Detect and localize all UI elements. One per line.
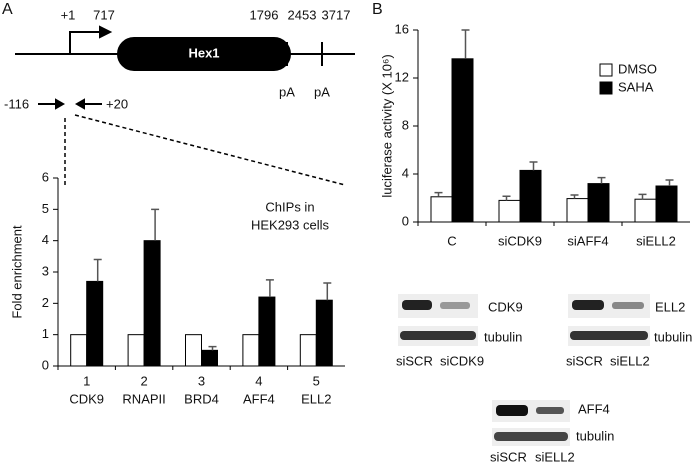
polya-label: pA [279,84,295,99]
category-number: 4 [255,373,262,388]
blot-images [398,294,650,446]
bar [430,196,453,223]
lane-label: siSCR [396,353,433,368]
error-bar [502,195,511,201]
bar [143,240,161,367]
panel-label: B [372,1,383,18]
error-bar [529,161,538,171]
bar [258,296,276,367]
bar [498,199,521,223]
y-tick-label: 2 [42,295,49,310]
bar [127,334,145,367]
band-label: tubulin [484,329,522,344]
x-tick-label: siCDK9 [498,233,542,248]
primer-label: -116 [4,96,29,111]
bar [634,198,657,223]
band-label: AFF4 [578,401,610,416]
bar [566,198,589,223]
category-number: 2 [140,373,147,388]
error-bar [151,208,160,241]
x-tick-label: BRD4 [184,391,219,406]
legend-label: SAHA [618,79,654,94]
lane-label: siELL2 [610,353,650,368]
error-bar [570,194,579,199]
position-label: 2453 [288,7,317,22]
error-bar [638,193,647,200]
bar [655,185,678,223]
legend-swatch [599,81,613,95]
panel-label: A [2,1,13,18]
y-tick-label: 1 [42,326,49,341]
lane-label: siCDK9 [440,353,484,368]
bar [201,349,218,367]
category-number: 5 [313,373,320,388]
bar [86,280,104,367]
error-bar [434,191,443,197]
lane-label: siSCR [490,449,527,464]
y-axis-label: Fold enrichment [9,225,24,319]
y-tick-label: 16 [395,21,409,36]
lane-label: siELL2 [535,449,575,464]
annotation: ChIPs in [265,199,314,214]
error-bar [461,29,470,59]
y-tick-label: 4 [42,232,49,247]
position-label: 717 [93,7,115,22]
bar [519,169,542,223]
gene-diagram [15,25,355,186]
bar [242,334,260,367]
bar [315,299,333,367]
bar [185,334,202,367]
bar [299,334,317,367]
y-tick-label: 0 [42,357,49,372]
error-bar [93,258,102,282]
band-label: tubulin [654,329,692,344]
bar [70,334,88,367]
y-tick-label: 12 [395,69,409,84]
band-label: ELL2 [655,299,685,314]
x-tick-label: AFF4 [243,391,275,406]
bar [451,58,474,223]
category-number: 3 [198,373,205,388]
error-bar [665,179,674,186]
y-tick-label: 8 [402,117,409,132]
error-bar [323,282,332,301]
y-tick-label: 3 [42,263,49,278]
band-label: tubulin [576,428,614,443]
x-tick-label: siELL2 [636,233,676,248]
x-tick-label: RNAPII [122,391,165,406]
polya-label: pA [314,84,330,99]
y-axis-label: luciferase activity (X 10⁶) [379,54,394,197]
y-tick-label: 6 [42,169,49,184]
x-tick-label: CDK9 [69,391,104,406]
error-bar [265,279,274,298]
x-tick-label: C [447,233,456,248]
x-tick-label: ELL2 [301,391,331,406]
error-bar [208,345,217,351]
bar [587,183,610,223]
error-bar [597,176,606,184]
y-tick-label: 0 [402,213,409,228]
annotation: HEK293 cells [251,217,330,232]
position-label: 1796 [250,7,279,22]
primer-label: +20 [106,96,128,111]
x-tick-label: siAFF4 [567,233,608,248]
position-label: 3717 [322,7,351,22]
legend-swatch [599,63,613,77]
category-number: 1 [83,373,90,388]
gene-name: Hex1 [188,45,219,60]
y-tick-label: 5 [42,201,49,216]
y-tick-label: 4 [402,165,409,180]
position-label: +1 [61,7,76,22]
lane-label: siSCR [566,353,603,368]
band-label: CDK9 [488,299,523,314]
legend-label: DMSO [618,61,657,76]
